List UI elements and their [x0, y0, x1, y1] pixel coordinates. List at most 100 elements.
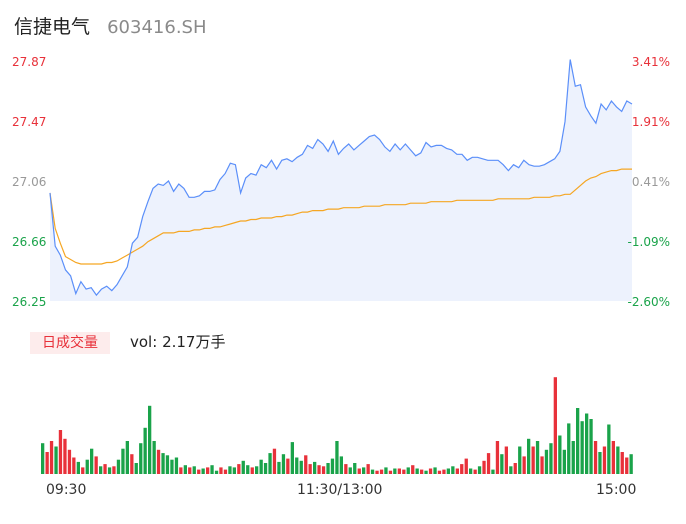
y-right-tick-label: 1.91% [631, 115, 670, 129]
volume-bar [165, 455, 170, 474]
volume-bar [437, 470, 442, 474]
volume-bar [486, 453, 491, 474]
y-left-tick-label: 27.06 [12, 175, 47, 189]
stock-header: 信捷电气 603416.SH [14, 12, 207, 40]
volume-bar [214, 470, 219, 474]
volume-bar [344, 464, 348, 474]
volume-bar [174, 457, 179, 474]
volume-readout: vol: 2.17万手 [130, 332, 225, 352]
y-left-tick-label: 26.66 [12, 235, 47, 249]
volume-bar [393, 468, 397, 474]
volume-bar [281, 454, 286, 474]
volume-bar [152, 441, 156, 474]
volume-bar [553, 377, 557, 474]
volume-bar [513, 463, 517, 474]
y-left-tick-label: 26.25 [12, 295, 47, 309]
volume-bar [442, 469, 446, 474]
volume-bar [121, 448, 125, 474]
volume-bar [237, 464, 241, 474]
volume-readout-value: 2.17万手 [162, 333, 226, 351]
volume-bar [379, 469, 384, 474]
volume-bar [41, 443, 45, 474]
daily-volume-tab[interactable]: 日成交量 [30, 332, 110, 354]
volume-bar [544, 449, 549, 474]
volume-bar [143, 427, 147, 474]
volume-bar [170, 459, 174, 474]
volume-bar [362, 467, 366, 474]
volume-bar [308, 464, 312, 474]
volume-bar [290, 442, 294, 474]
volume-bar [491, 469, 495, 474]
volume-bar [228, 466, 232, 474]
volume-bar [134, 463, 138, 474]
volume-bar [94, 456, 98, 474]
volume-bar [219, 467, 223, 474]
volume-bar [210, 465, 214, 474]
y-right-tick-label: 0.41% [631, 175, 670, 189]
volume-bar [460, 464, 464, 474]
x-tick-label: 15:00 [596, 482, 637, 498]
volume-bar [335, 441, 339, 474]
volume-bar [482, 460, 486, 474]
volume-bar [451, 466, 455, 474]
volume-bar [571, 441, 575, 474]
volume-bar [67, 449, 72, 474]
volume-bar [589, 419, 593, 474]
volume-bar [255, 466, 259, 474]
volume-bar [607, 424, 611, 474]
volume-bar [107, 467, 112, 474]
volume-bar [415, 468, 419, 474]
volume-bar [299, 460, 303, 474]
volume-bar [232, 467, 236, 474]
volume-bar [602, 446, 607, 474]
volume-bar [455, 468, 459, 474]
volume-bar [223, 469, 228, 474]
volume-bar [179, 467, 183, 474]
volume-bar [263, 463, 268, 474]
volume-bar [45, 452, 49, 474]
y-right-tick-label: -2.60% [627, 295, 670, 309]
volume-bar [259, 459, 263, 474]
volume-bar [384, 467, 388, 474]
volume-bar [388, 470, 393, 474]
volume-bar [535, 441, 540, 474]
volume-bar [531, 446, 535, 474]
volume-bar [397, 468, 401, 474]
volume-bar [206, 467, 210, 474]
volume-bar [63, 438, 67, 474]
volume-bar [616, 446, 620, 474]
volume-bar [620, 452, 624, 474]
volume-bar [321, 466, 326, 474]
volume-bar [411, 465, 415, 474]
stock-name: 信捷电气 [14, 16, 91, 38]
volume-bar [585, 413, 589, 474]
volume-bar [518, 446, 522, 474]
volume-bar [277, 461, 281, 474]
volume-bar [201, 468, 205, 474]
volume-bar [330, 458, 335, 474]
volume-bar [246, 465, 250, 474]
volume-bar [420, 469, 424, 474]
y-left-tick-label: 27.87 [12, 55, 47, 69]
volume-bar [197, 469, 201, 474]
volume-bar [598, 452, 602, 474]
volume-bar [504, 446, 508, 474]
average-price-line [49, 168, 632, 265]
volume-bar [326, 463, 330, 474]
volume-bar [250, 467, 254, 474]
volume-bar [85, 459, 89, 474]
y-left-tick-label: 27.47 [12, 115, 47, 129]
volume-readout-label: vol: [130, 333, 158, 351]
volume-bar [576, 408, 580, 474]
volume-bar [304, 455, 308, 474]
volume-bar [567, 423, 571, 474]
volume-bar [527, 438, 531, 474]
volume-bar [375, 470, 379, 474]
volume-bar [464, 458, 468, 474]
volume-bar [161, 453, 165, 474]
volume-bar [357, 468, 361, 474]
volume-bar [116, 459, 121, 474]
volume-bar [183, 465, 187, 474]
volume-bar [580, 421, 584, 474]
